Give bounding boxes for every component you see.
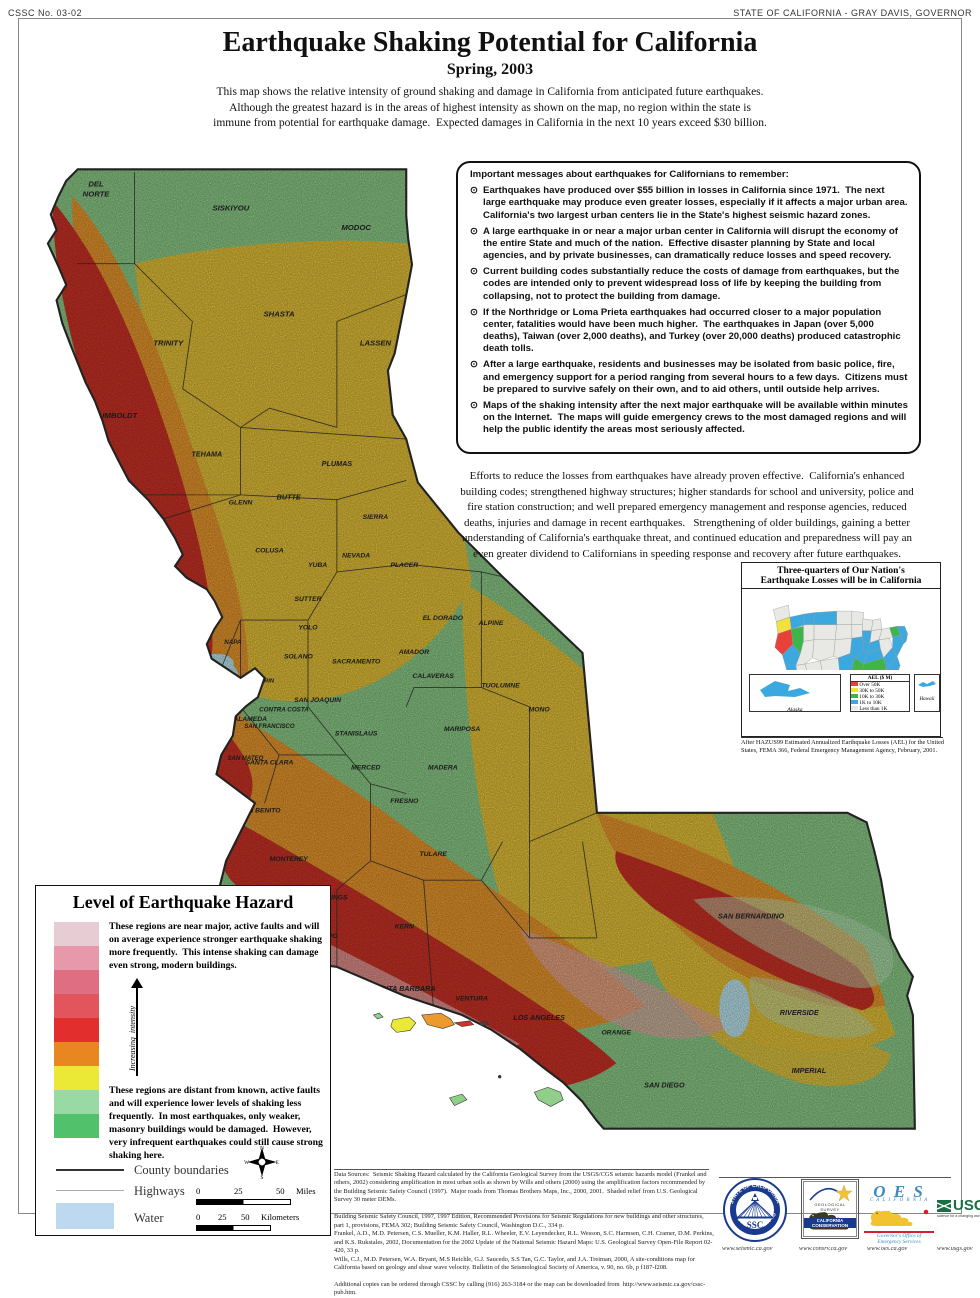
svg-text:SANTA CRUZ: SANTA CRUZ — [179, 786, 226, 795]
svg-text:SAN BENITO: SAN BENITO — [239, 808, 281, 815]
svg-text:PLACER: PLACER — [390, 562, 418, 569]
svg-text:SHASTA: SHASTA — [264, 310, 295, 319]
svg-text:MODOC: MODOC — [341, 223, 371, 232]
svg-text:TULARE: TULARE — [420, 851, 448, 858]
svg-text:MENDOCINO: MENDOCINO — [111, 536, 159, 545]
svg-text:MONTEREY: MONTEREY — [270, 856, 309, 863]
svg-text:FRESNO: FRESNO — [390, 798, 419, 805]
svg-text:SONOMA: SONOMA — [153, 620, 183, 627]
svg-text:VENTURA: VENTURA — [455, 996, 488, 1003]
svg-text:DEL: DEL — [88, 180, 104, 189]
svg-text:COLUSA: COLUSA — [255, 548, 284, 555]
svg-text:MERCED: MERCED — [351, 764, 380, 771]
svg-text:SAN DIEGO: SAN DIEGO — [644, 1080, 685, 1089]
svg-text:YOLO: YOLO — [298, 625, 318, 632]
svg-text:NEVADA: NEVADA — [342, 552, 370, 559]
svg-text:CONTRA COSTA: CONTRA COSTA — [259, 707, 309, 714]
svg-text:NAPA: NAPA — [224, 639, 242, 646]
svg-text:SUTTER: SUTTER — [295, 596, 322, 603]
svg-text:TRINITY: TRINITY — [153, 339, 184, 348]
svg-text:SOLANO: SOLANO — [284, 654, 314, 661]
svg-text:YUBA: YUBA — [308, 562, 327, 569]
svg-text:GLENN: GLENN — [229, 500, 253, 507]
svg-text:MARIPOSA: MARIPOSA — [444, 726, 480, 733]
svg-text:W: W — [244, 1160, 250, 1166]
svg-text:SIERRA: SIERRA — [363, 514, 389, 521]
svg-text:SANTA BARBARA: SANTA BARBARA — [373, 984, 436, 993]
svg-text:PLUMAS: PLUMAS — [322, 459, 353, 468]
svg-text:RIVERSIDE: RIVERSIDE — [780, 1008, 819, 1017]
svg-text:MARIN: MARIN — [255, 679, 275, 685]
svg-text:SAN FRANCISCO: SAN FRANCISCO — [244, 724, 295, 730]
svg-text:MONO: MONO — [529, 707, 551, 714]
svg-text:BUTTE: BUTTE — [277, 493, 301, 502]
svg-text:SISKIYOU: SISKIYOU — [213, 204, 250, 213]
svg-text:SAN JOAQUIN: SAN JOAQUIN — [294, 697, 341, 704]
svg-text:NORTE: NORTE — [83, 189, 111, 198]
svg-text:S: S — [261, 1175, 264, 1180]
svg-text:SAN BERNARDINO: SAN BERNARDINO — [718, 912, 785, 921]
svg-text:ORANGE: ORANGE — [601, 1029, 631, 1036]
svg-text:AMADOR: AMADOR — [398, 649, 429, 656]
svg-text:MADERA: MADERA — [428, 764, 458, 771]
svg-text:IMPERIAL: IMPERIAL — [792, 1066, 827, 1075]
svg-text:N: N — [260, 1145, 264, 1151]
svg-text:ALAMEDA: ALAMEDA — [232, 716, 267, 723]
svg-text:KERN: KERN — [395, 923, 414, 930]
svg-text:TEHAMA: TEHAMA — [191, 449, 222, 458]
svg-text:SACRAMENTO: SACRAMENTO — [332, 658, 381, 665]
svg-text:STANISLAUS: STANISLAUS — [335, 731, 378, 738]
svg-text:CALAVERAS: CALAVERAS — [413, 673, 455, 680]
svg-text:E: E — [276, 1160, 280, 1166]
svg-text:INYO: INYO — [608, 683, 625, 690]
svg-text:SSC: SSC — [747, 1220, 764, 1230]
svg-text:TUOLUMNE: TUOLUMNE — [482, 683, 521, 690]
svg-text:SANTA CLARA: SANTA CLARA — [246, 760, 294, 767]
svg-text:EL DORADO: EL DORADO — [423, 615, 464, 622]
svg-text:LASSEN: LASSEN — [360, 339, 392, 348]
svg-text:ALPINE: ALPINE — [478, 620, 504, 627]
svg-text:LOS ANGELES: LOS ANGELES — [513, 1013, 565, 1022]
